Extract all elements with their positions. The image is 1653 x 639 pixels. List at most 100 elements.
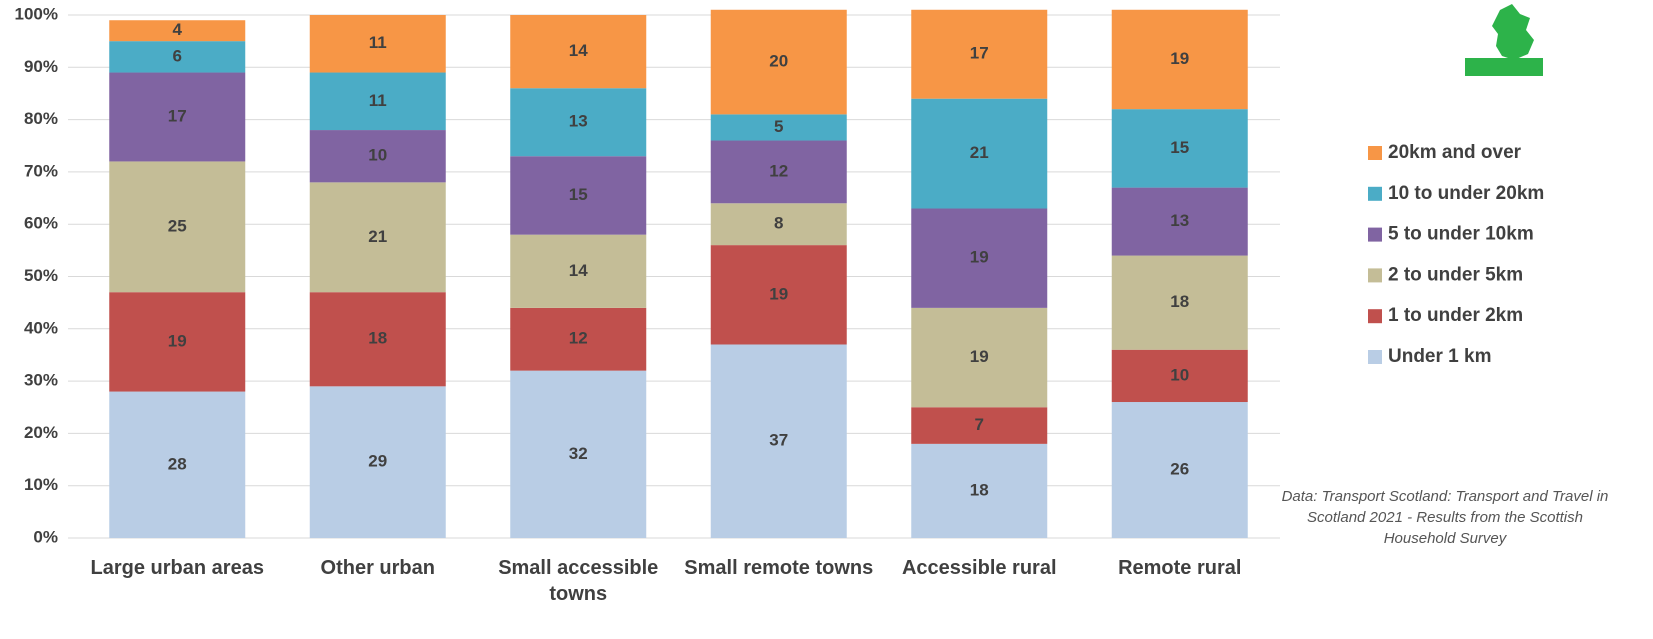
data-label: 21	[368, 227, 387, 246]
bar-segment	[710, 245, 847, 345]
bar-segment	[710, 344, 847, 538]
data-label: 4	[173, 20, 183, 39]
data-label: 13	[1170, 211, 1189, 230]
data-label: 10	[1170, 365, 1189, 384]
legend-label: Under 1 km	[1388, 346, 1491, 367]
bar-segment	[510, 234, 647, 308]
bar-segment	[1111, 9, 1248, 110]
source-note: Data: Transport Scotland: Transport and …	[1281, 488, 1609, 547]
data-label: 15	[569, 185, 588, 204]
data-label: 11	[369, 91, 387, 110]
bar-segment	[109, 72, 246, 162]
bar-segment	[510, 370, 647, 538]
bar-segment	[109, 161, 246, 293]
bar-segment	[710, 203, 847, 246]
y-tick-label: 60%	[24, 214, 58, 233]
x-tick-label: Small accessible towns	[498, 557, 659, 605]
bar-segment	[309, 15, 446, 73]
legend-label: 1 to under 2km	[1388, 305, 1523, 326]
legend-label: 5 to under 10km	[1388, 224, 1534, 245]
data-label: 5	[774, 117, 783, 136]
legend-label: 2 to under 5km	[1388, 264, 1523, 285]
data-label: 7	[975, 415, 984, 434]
bar-segment	[309, 386, 446, 538]
data-label: 29	[368, 452, 387, 471]
bar-segment	[309, 182, 446, 293]
x-tick-label: Other urban	[320, 557, 435, 579]
bar-segment	[1111, 109, 1248, 188]
data-label: 32	[569, 444, 588, 463]
bar-segment	[1111, 402, 1248, 538]
data-label: 19	[1170, 49, 1189, 68]
data-label: 15	[1170, 138, 1189, 157]
bar-segment	[309, 72, 446, 131]
bar-segment	[510, 15, 647, 89]
x-tick-label: Small remote towns	[684, 557, 874, 579]
data-label: 26	[1170, 459, 1189, 478]
data-label: 17	[970, 44, 989, 63]
bar-segment	[911, 443, 1048, 538]
logo	[1465, 4, 1543, 76]
data-label: 19	[970, 248, 989, 267]
y-tick-label: 40%	[24, 318, 58, 337]
y-tick-label: 100%	[15, 4, 58, 23]
data-label: 12	[769, 161, 788, 180]
legend-swatch	[1368, 186, 1382, 201]
legend-swatch	[1368, 227, 1382, 242]
y-tick-label: 30%	[24, 371, 58, 390]
legend-label: 20km and over	[1388, 142, 1522, 163]
legend-label: 10 to under 20km	[1388, 183, 1544, 204]
bar-segment	[510, 88, 647, 157]
bar-segment	[911, 9, 1048, 99]
y-tick-label: 70%	[24, 161, 58, 180]
data-label: 13	[569, 112, 588, 131]
bar-segment	[911, 407, 1048, 444]
data-label: 6	[173, 46, 182, 65]
bar-segment	[911, 307, 1048, 408]
bar-segment	[309, 130, 446, 183]
y-tick-label: 80%	[24, 109, 58, 128]
legend-swatch	[1368, 309, 1382, 324]
y-tick-label: 50%	[24, 266, 58, 285]
data-label: 21	[970, 143, 989, 162]
bar-segment	[710, 114, 847, 141]
bar-segment	[510, 156, 647, 235]
bar-segment	[710, 9, 847, 115]
data-label: 19	[769, 284, 788, 303]
bar-segment	[1111, 255, 1248, 350]
bar-segment	[710, 140, 847, 204]
legend-swatch	[1368, 350, 1382, 364]
data-label: 18	[1170, 292, 1189, 311]
x-tick-label: Remote rural	[1118, 557, 1242, 579]
x-tick-label: Large urban areas	[90, 557, 264, 579]
bar-segment	[109, 391, 246, 538]
bar-segment	[109, 20, 246, 42]
data-label: 8	[774, 214, 783, 233]
legend-swatch	[1368, 268, 1382, 283]
data-label: 17	[168, 106, 187, 125]
data-label: 12	[569, 329, 588, 348]
y-tick-label: 90%	[24, 57, 58, 76]
bar-segment	[911, 208, 1048, 308]
data-label: 14	[569, 261, 588, 280]
data-label: 19	[970, 347, 989, 366]
x-tick-label: Accessible rural	[901, 557, 1057, 579]
legend-swatch	[1368, 146, 1382, 160]
data-label: 18	[970, 480, 989, 499]
y-tick-label: 20%	[24, 423, 58, 442]
data-label: 20	[769, 52, 788, 71]
bar-segment	[109, 41, 246, 73]
data-label: 14	[569, 41, 588, 60]
bar-segment	[1111, 349, 1248, 403]
bar-segment	[309, 292, 446, 387]
y-tick-label: 10%	[24, 475, 58, 494]
data-label: 18	[368, 329, 387, 348]
data-label: 10	[368, 146, 387, 165]
data-label: 28	[168, 454, 187, 473]
data-label: 37	[769, 431, 788, 450]
data-label: 11	[369, 33, 387, 52]
bar-segment	[1111, 187, 1248, 256]
bar-segment	[109, 292, 246, 392]
